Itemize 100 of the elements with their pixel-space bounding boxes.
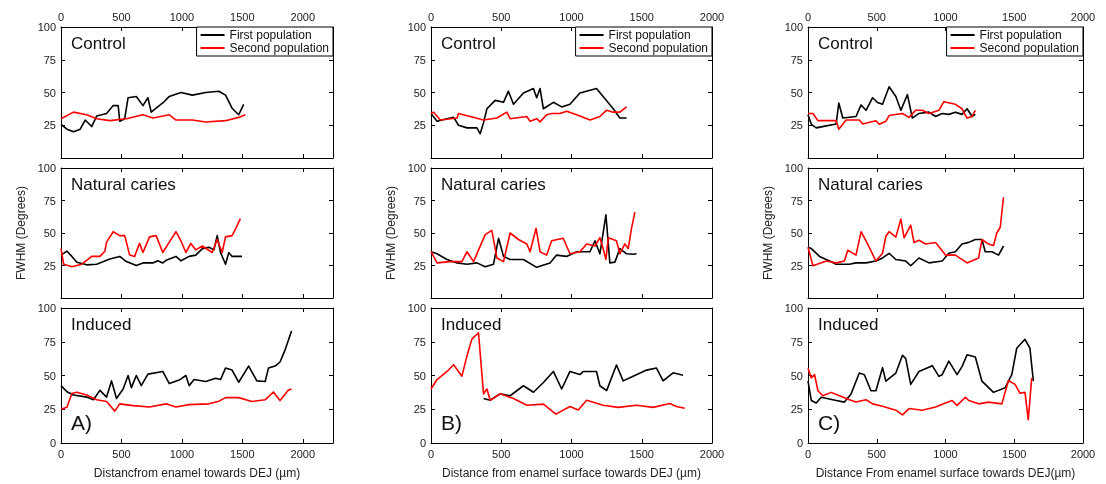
y-tick-label: 100 xyxy=(407,21,426,33)
y-tick-label: 25 xyxy=(43,119,56,132)
y-tick-label: 25 xyxy=(43,259,56,272)
y-tick-label: 50 xyxy=(413,227,426,239)
annotation: B) xyxy=(441,411,462,434)
x-tick-label: 0 xyxy=(57,10,65,23)
y-tick-label: 50 xyxy=(43,369,56,382)
y-tick-label: 75 xyxy=(790,53,803,66)
y-tick-label: 100 xyxy=(784,162,803,174)
line-series xyxy=(807,100,977,130)
x-tick-label: 500 xyxy=(867,447,886,460)
x-tick-label: 0 xyxy=(57,447,65,460)
x-tick-label: 500 xyxy=(867,10,886,23)
x-tick-label: 2000 xyxy=(1070,10,1096,23)
chart-title: Natural caries xyxy=(71,175,176,194)
x-tick-label: 2000 xyxy=(1070,447,1096,460)
y-tick-label: 100 xyxy=(37,302,56,314)
y-tick-label: 50 xyxy=(413,369,426,382)
y-axis-title: FWHM (Degrees) xyxy=(13,185,28,281)
chart-title: Induced xyxy=(818,315,879,334)
x-tick-label: 500 xyxy=(492,447,511,460)
chart-title: Control xyxy=(71,34,126,53)
y-tick-label: 50 xyxy=(790,227,803,239)
y-tick-label: 25 xyxy=(790,259,803,272)
x-tick-label: 2000 xyxy=(290,447,316,460)
x-tick-label: 2000 xyxy=(699,10,725,23)
legend-label: Second population xyxy=(979,41,1080,55)
x-axis-title: Distancfrom enamel towards DEJ (µm) xyxy=(93,466,301,480)
chart-title: Induced xyxy=(71,315,132,334)
legend-label: Second population xyxy=(229,41,330,55)
x-tick-label: 1000 xyxy=(169,10,195,23)
chart-title: Control xyxy=(818,34,873,53)
x-tick-label: 1000 xyxy=(933,10,958,23)
line-series xyxy=(807,196,1005,267)
line-series xyxy=(60,234,243,267)
x-tick-label: 1500 xyxy=(230,447,255,460)
line-series xyxy=(430,331,686,415)
legend-label: First population xyxy=(229,28,312,42)
chart-title: Natural caries xyxy=(441,175,546,194)
y-tick-label: 75 xyxy=(413,194,426,207)
y-axis-title: FWHM (Degrees) xyxy=(383,185,398,281)
chart-title: Natural caries xyxy=(818,175,923,194)
line-series xyxy=(60,217,242,268)
y-tick-label: 75 xyxy=(413,53,426,66)
y-tick-label: 75 xyxy=(790,194,803,207)
y-tick-label: 0 xyxy=(419,437,426,449)
line-series xyxy=(430,106,628,123)
line-series xyxy=(60,388,293,412)
y-tick-label: 50 xyxy=(790,86,803,99)
y-tick-label: 100 xyxy=(37,162,56,174)
y-tick-label: 50 xyxy=(43,227,56,239)
y-tick-label: 0 xyxy=(49,437,56,449)
x-tick-label: 1500 xyxy=(230,10,255,23)
chart-title: Induced xyxy=(441,315,502,334)
x-axis-title: Distance from enamel surface towards DEJ (µm) xyxy=(442,466,701,480)
line-series xyxy=(60,111,247,123)
x-tick-label: 2000 xyxy=(290,10,316,23)
y-tick-label: 25 xyxy=(413,403,426,416)
y-tick-label: 25 xyxy=(790,403,803,416)
line-series xyxy=(807,238,1005,267)
y-tick-label: 50 xyxy=(413,86,426,99)
x-tick-label: 1500 xyxy=(1002,447,1027,460)
y-tick-label: 75 xyxy=(790,335,803,348)
x-tick-label: 2000 xyxy=(699,447,725,460)
x-tick-label: 0 xyxy=(804,10,812,23)
y-tick-label: 75 xyxy=(43,53,56,66)
y-axis-title: FWHM (Degrees) xyxy=(760,185,775,281)
y-tick-label: 75 xyxy=(43,335,56,348)
x-tick-label: 1000 xyxy=(559,10,584,23)
y-tick-label: 75 xyxy=(43,194,56,207)
chart-title: Control xyxy=(441,34,496,53)
annotation: C) xyxy=(818,411,841,434)
y-tick-label: 75 xyxy=(413,335,426,348)
legend-label: First population xyxy=(979,28,1062,42)
x-tick-label: 1000 xyxy=(169,447,195,460)
line-series xyxy=(482,364,684,402)
y-tick-label: 25 xyxy=(43,403,56,416)
legend-label: Second population xyxy=(608,41,709,55)
x-tick-label: 1000 xyxy=(559,447,584,460)
y-tick-label: 25 xyxy=(790,119,803,132)
annotation: A) xyxy=(71,411,92,434)
x-tick-label: 0 xyxy=(427,447,435,460)
x-tick-label: 500 xyxy=(112,447,131,460)
y-tick-label: 0 xyxy=(796,437,803,449)
x-tick-label: 0 xyxy=(804,447,812,460)
x-tick-label: 1500 xyxy=(1002,10,1027,23)
x-tick-label: 0 xyxy=(427,10,435,23)
y-tick-label: 100 xyxy=(407,162,426,174)
y-tick-label: 100 xyxy=(37,21,56,33)
y-tick-label: 25 xyxy=(413,259,426,272)
x-tick-label: 500 xyxy=(112,10,131,23)
x-tick-label: 1500 xyxy=(629,447,654,460)
y-tick-label: 50 xyxy=(790,369,803,382)
x-axis-title: Distance From enamel surface towards DEJ(µm) xyxy=(815,466,1076,480)
legend-label: First population xyxy=(608,28,691,42)
y-tick-label: 25 xyxy=(413,119,426,132)
y-tick-label: 100 xyxy=(407,302,426,314)
y-tick-label: 100 xyxy=(784,302,803,314)
y-tick-label: 50 xyxy=(43,86,56,99)
x-tick-label: 1000 xyxy=(933,447,958,460)
